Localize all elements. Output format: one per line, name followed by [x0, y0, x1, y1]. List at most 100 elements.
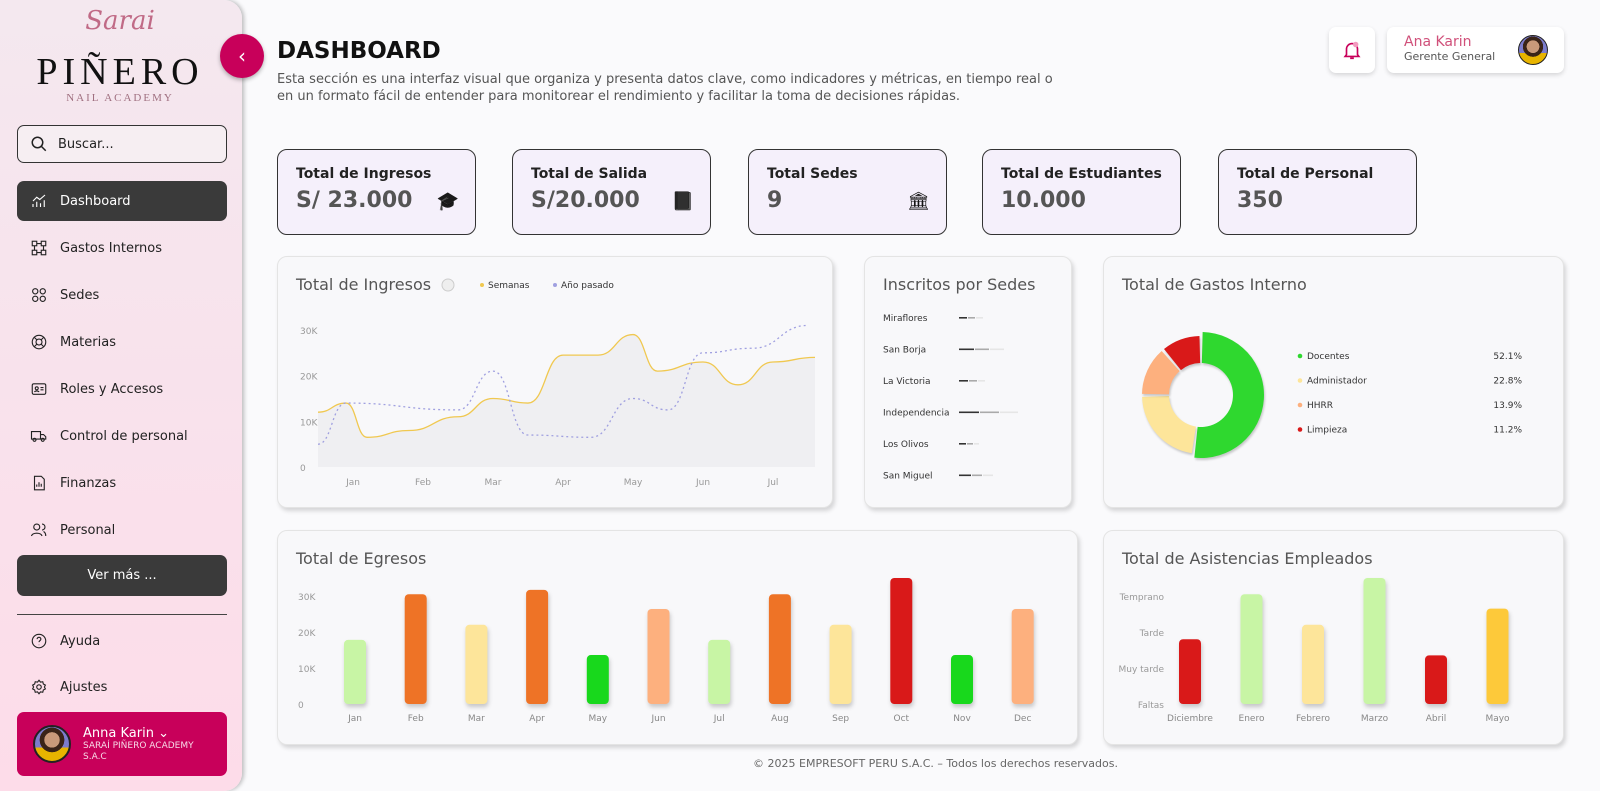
logo-sub: NAIL ACADEMY [66, 92, 174, 104]
y-tick-label: 0 [300, 464, 306, 474]
gear-icon [31, 679, 47, 695]
x-tick-label: Jan [345, 478, 360, 488]
y-tick-label: 30K [298, 593, 316, 603]
area-fill [318, 334, 815, 467]
sede-bar-segment [968, 317, 975, 319]
y-tick-label: Muy tarde [1119, 665, 1165, 675]
kpi-value: S/20.000 [531, 188, 640, 213]
sidebar-item-label: Control de personal [60, 428, 188, 444]
kpi-card: Total de Ingresos S/ 23.000 🎓 [277, 149, 476, 235]
inscritos-panel: Inscritos por Sedes Miraflores San Borja L… [864, 256, 1072, 508]
footer: © 2025 EMPRESOFT PERU S.A.C. – Todos los… [753, 757, 1118, 770]
sidebar-item-control-de-personal[interactable]: Control de personal [17, 416, 227, 456]
kpi-value: 9 [767, 188, 783, 213]
bar [829, 624, 852, 704]
panel-title: Total de Asistencias Empleados [1122, 549, 1373, 568]
legend-marker [1297, 378, 1303, 383]
x-tick-label: Mar [468, 714, 485, 724]
kpi-card: Total de Personal 350 [1218, 149, 1417, 235]
legend-label: Limpieza [1307, 426, 1347, 436]
bar [465, 624, 488, 704]
legend-marker [1297, 427, 1303, 432]
y-tick-label: 20K [300, 373, 318, 383]
sidebar-item-label: Ayuda [60, 633, 101, 649]
x-tick-label: Mar [485, 478, 502, 488]
sidebar-item-gastos-internos[interactable]: Gastos Internos [17, 228, 227, 268]
x-tick-label: May [624, 478, 643, 488]
truck-icon [30, 430, 47, 442]
kpi-value: 10.000 [1001, 188, 1086, 213]
sidebar-item-ajustes[interactable]: Ajustes [17, 667, 227, 707]
sidebar-item-label: Gastos Internos [60, 240, 163, 256]
legend-marker [1297, 353, 1303, 359]
x-tick-label: Feb [415, 478, 431, 488]
sede-label: San Borja [883, 346, 926, 356]
sede-bar-segment [972, 474, 982, 477]
chart-icon [32, 194, 46, 207]
collapse-sidebar-button[interactable]: ‹ [220, 34, 264, 78]
chevron-down-icon: ⌄ [158, 725, 169, 741]
sidebar-item-finanzas[interactable]: Finanzas [17, 463, 227, 503]
legend-marker [480, 283, 484, 287]
x-tick-label: Jun [650, 714, 665, 724]
x-tick-label: Aug [771, 714, 789, 724]
ingresos-panel: Total de Ingresos 0 10K 20K 30K Jan Feb Mar Apr… [277, 256, 833, 508]
legend-label: Docentes [1307, 352, 1350, 362]
x-tick-label: Nov [953, 714, 971, 724]
legend-label: Año pasado [561, 281, 614, 291]
legend-label: Administador [1307, 377, 1367, 387]
user-name: Anna Karin [83, 725, 154, 741]
sede-bar-segment [976, 317, 983, 319]
y-tick-label: 10K [298, 665, 316, 675]
user-menu[interactable]: Anna Karin ⌄ SARAÍ PIÑERO ACADEMY S.A.C [17, 712, 227, 776]
x-tick-label: Enero [1239, 714, 1265, 724]
panel-title: Total de Ingresos [296, 275, 432, 294]
y-tick-label: Faltas [1138, 701, 1164, 711]
header-profile[interactable]: Ana Karin Gerente General [1387, 27, 1564, 73]
series-line-año-pasado [317, 324, 809, 445]
egresos-bar-chart: 0 10K 20K 30K Jan Feb Mar Apr May Jun Jul Aug Sep Oct… [298, 578, 1034, 724]
grid-icon [32, 288, 46, 302]
sidebar-item-materias[interactable]: Materias [17, 322, 227, 362]
x-tick-label: Marzo [1361, 714, 1389, 724]
x-tick-label: Diciembre [1167, 714, 1213, 724]
sidebar-item-ayuda[interactable]: Ayuda [17, 621, 227, 661]
user-company: SARAÍ PIÑERO ACADEMY S.A.C [83, 740, 194, 762]
bar [1486, 608, 1509, 704]
sede-bar-segment [959, 474, 971, 477]
sede-bar-segment [959, 317, 967, 319]
sede-bar-segment [959, 380, 968, 382]
gastos-panel: Total de Gastos Interno Docentes 52.1% Adm… [1103, 256, 1564, 508]
book-icon: 📘 [671, 191, 694, 212]
bar [647, 608, 670, 704]
legend-label: Semanas [488, 281, 530, 291]
x-tick-label: Jul [713, 714, 725, 724]
donut-slice [1164, 336, 1201, 371]
y-tick-label: Tarde [1139, 629, 1165, 639]
y-tick-label: 20K [298, 629, 316, 639]
bell-icon [1343, 41, 1361, 60]
bank-icon: 🏛 [907, 191, 930, 212]
bar [1363, 578, 1386, 704]
y-tick-label: Temprano [1119, 593, 1165, 603]
avatar [1518, 35, 1548, 65]
kpi-title: Total de Estudiantes [1001, 166, 1162, 182]
sidebar-item-sedes[interactable]: Sedes [17, 275, 227, 315]
panel-title: Total de Egresos [296, 549, 427, 568]
x-tick-label: May [588, 714, 607, 724]
sidebar-item-roles-y-accesos[interactable]: Roles y Accesos [17, 369, 227, 409]
sidebar-item-label: Personal [60, 522, 116, 538]
bar [890, 578, 913, 704]
kpi-value: S/ 23.000 [296, 188, 413, 213]
bar [1302, 624, 1324, 704]
search-input[interactable]: Buscar... [17, 125, 227, 163]
logo-main: PIÑERO [36, 51, 204, 93]
ver-mas-button[interactable]: Ver más ... [17, 555, 227, 596]
sede-bar-segment [978, 380, 985, 382]
sidebar-item-personal[interactable]: Personal [17, 510, 227, 550]
egresos-panel: Total de Egresos 0 10K 20K 30K Jan Feb Mar Apr M… [277, 530, 1078, 745]
sidebar-item-dashboard[interactable]: Dashboard [17, 181, 227, 221]
notifications-button[interactable] [1329, 27, 1375, 73]
gastos-donut-chart: Docentes 52.1% Administador 22.8% HHRR 13.9% L… [1142, 332, 1522, 458]
donut-slice [1194, 332, 1264, 458]
